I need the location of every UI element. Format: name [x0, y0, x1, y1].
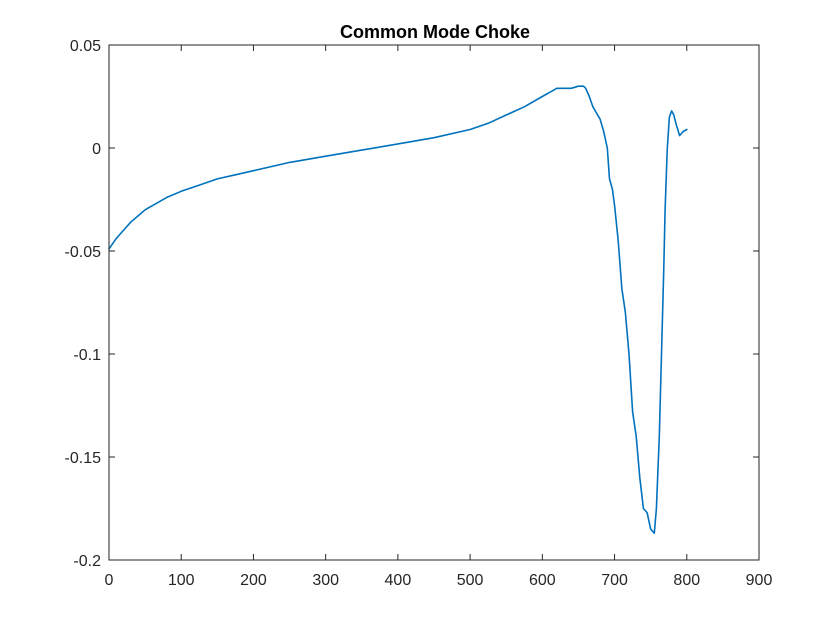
y-tick-label: -0.1 [73, 347, 101, 364]
x-tick-label: 0 [105, 572, 114, 589]
y-tick-label: 0.05 [70, 38, 101, 55]
axes-box [108, 44, 760, 561]
x-tick-label: 400 [385, 572, 412, 589]
y-tick-label: -0.15 [65, 450, 102, 467]
x-tick-label: 100 [168, 572, 195, 589]
y-tick-label: 0 [92, 141, 101, 158]
x-tick-label: 700 [601, 572, 628, 589]
x-tick-label: 900 [746, 572, 773, 589]
y-tick-label: -0.05 [65, 244, 102, 261]
series-line [108, 85, 688, 535]
x-tick-label: 300 [312, 572, 339, 589]
plot-background [109, 45, 759, 560]
y-tick-label: -0.2 [73, 553, 101, 570]
tick-layer: 0 100 200 300 400 500 600 700 800 900 0.05 0 -0.05 -0… [65, 38, 773, 589]
x-tick-label: 200 [240, 572, 267, 589]
chart-title: Common Mode Choke [340, 22, 530, 42]
line-layer [108, 85, 688, 535]
x-tick-label: 800 [673, 572, 700, 589]
x-tick-label: 600 [529, 572, 556, 589]
x-tick-label: 500 [457, 572, 484, 589]
